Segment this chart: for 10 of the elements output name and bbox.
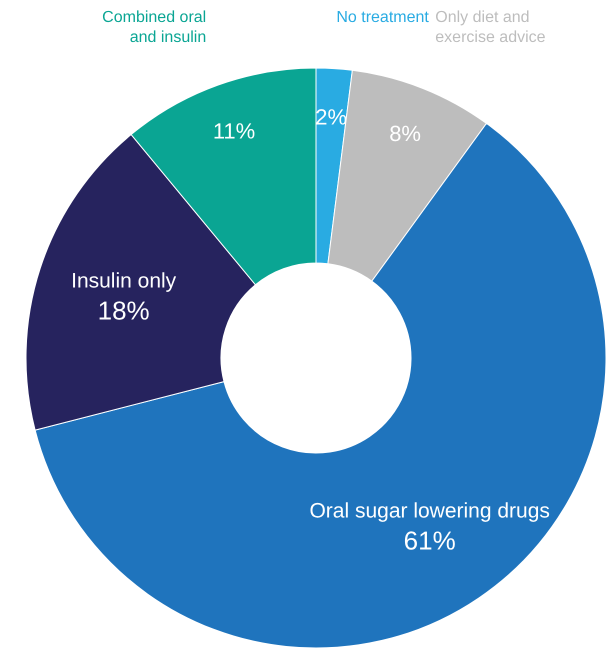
data-label: 11% [212, 118, 256, 144]
slice-label: No treatment [336, 9, 430, 26]
data-label: 61% [404, 525, 456, 556]
slice-label: Oral sugar lowering drugs [309, 499, 550, 522]
data-label: 18% [98, 296, 150, 326]
data-label: 2% [315, 104, 348, 130]
slice-label: Combined oral and insulin [102, 9, 206, 46]
slice-label: Insulin only [71, 270, 177, 292]
slice-label: Only diet and exercise advice [435, 9, 546, 46]
data-label: 8% [389, 120, 421, 146]
